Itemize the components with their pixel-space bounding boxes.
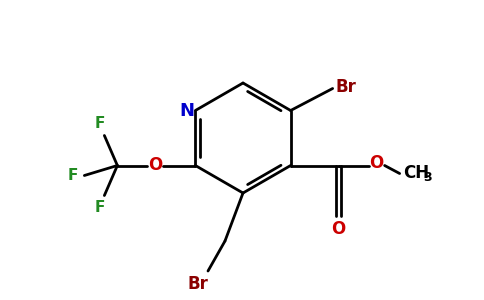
Text: F: F [94,116,105,131]
Text: O: O [148,157,163,175]
Text: F: F [67,168,77,183]
Text: CH: CH [403,164,429,182]
Text: O: O [332,220,346,238]
Text: F: F [94,200,105,215]
Text: 3: 3 [424,171,432,184]
Text: Br: Br [188,275,209,293]
Text: Br: Br [335,77,357,95]
Text: N: N [180,101,195,119]
Text: O: O [369,154,384,172]
